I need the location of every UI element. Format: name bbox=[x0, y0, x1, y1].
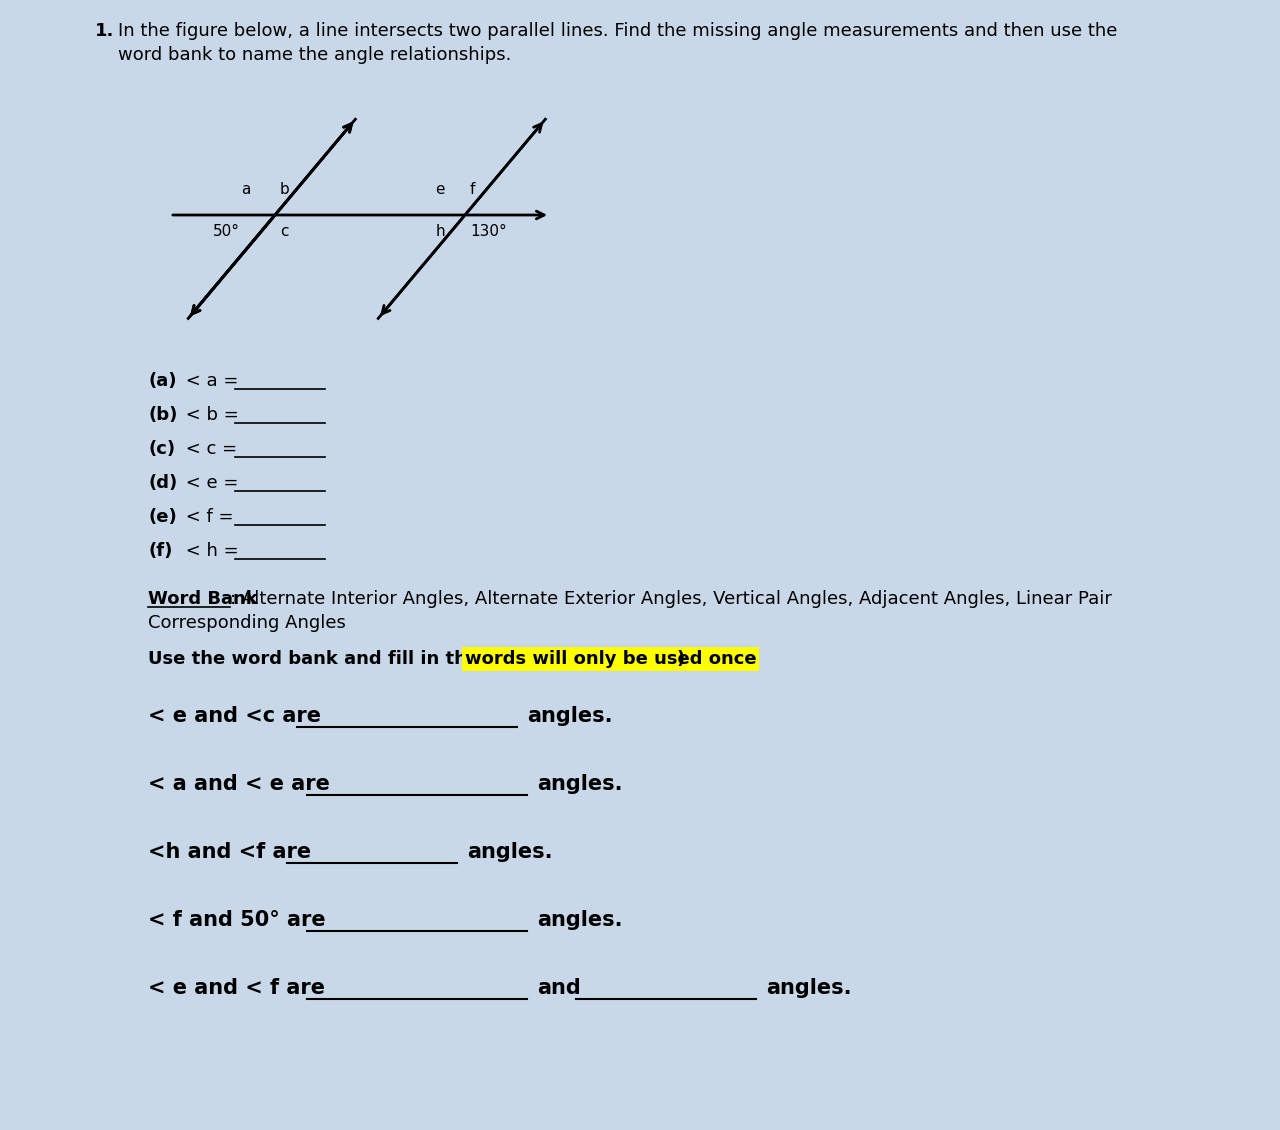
Text: < c =: < c = bbox=[180, 440, 243, 458]
Text: <h and <f are: <h and <f are bbox=[148, 842, 311, 862]
Text: < f and 50° are: < f and 50° are bbox=[148, 910, 325, 930]
Text: word bank to name the angle relationships.: word bank to name the angle relationship… bbox=[118, 46, 512, 64]
Text: angles.: angles. bbox=[538, 910, 622, 930]
Text: (d): (d) bbox=[148, 473, 177, 492]
Text: (f): (f) bbox=[148, 542, 173, 560]
Text: h: h bbox=[435, 224, 445, 240]
Text: 50°: 50° bbox=[212, 224, 241, 240]
Text: f: f bbox=[470, 182, 475, 197]
Text: angles.: angles. bbox=[467, 842, 553, 862]
Text: (c): (c) bbox=[148, 440, 175, 458]
Text: and: and bbox=[538, 977, 581, 998]
Text: Use the word bank and fill in the blanks (: Use the word bank and fill in the blanks… bbox=[148, 650, 566, 668]
Text: < a =: < a = bbox=[180, 372, 244, 390]
Text: < f =: < f = bbox=[180, 508, 239, 525]
Text: < e and <c are: < e and <c are bbox=[148, 706, 321, 725]
Text: words will only be used once: words will only be used once bbox=[465, 650, 756, 668]
Text: angles.: angles. bbox=[538, 774, 622, 794]
Text: ): ) bbox=[677, 650, 685, 668]
Text: < e and < f are: < e and < f are bbox=[148, 977, 325, 998]
Text: 130°: 130° bbox=[470, 224, 507, 240]
Text: 1.: 1. bbox=[95, 21, 114, 40]
Text: angles.: angles. bbox=[527, 706, 613, 725]
Text: a: a bbox=[242, 182, 251, 197]
Text: : Alternate Interior Angles, Alternate Exterior Angles, Vertical Angles, Adjacen: : Alternate Interior Angles, Alternate E… bbox=[230, 590, 1112, 608]
Text: (a): (a) bbox=[148, 372, 177, 390]
Text: < b =: < b = bbox=[180, 406, 244, 424]
Text: Word Bank: Word Bank bbox=[148, 590, 257, 608]
Text: (e): (e) bbox=[148, 508, 177, 525]
Text: < e =: < e = bbox=[180, 473, 244, 492]
Text: angles.: angles. bbox=[767, 977, 852, 998]
Text: In the figure below, a line intersects two parallel lines. Find the missing angl: In the figure below, a line intersects t… bbox=[118, 21, 1117, 40]
Text: c: c bbox=[280, 224, 288, 240]
Text: (b): (b) bbox=[148, 406, 178, 424]
Text: e: e bbox=[435, 182, 445, 197]
Text: b: b bbox=[280, 182, 289, 197]
Text: < a and < e are: < a and < e are bbox=[148, 774, 330, 794]
Text: Corresponding Angles: Corresponding Angles bbox=[148, 614, 346, 632]
Text: < h =: < h = bbox=[180, 542, 244, 560]
